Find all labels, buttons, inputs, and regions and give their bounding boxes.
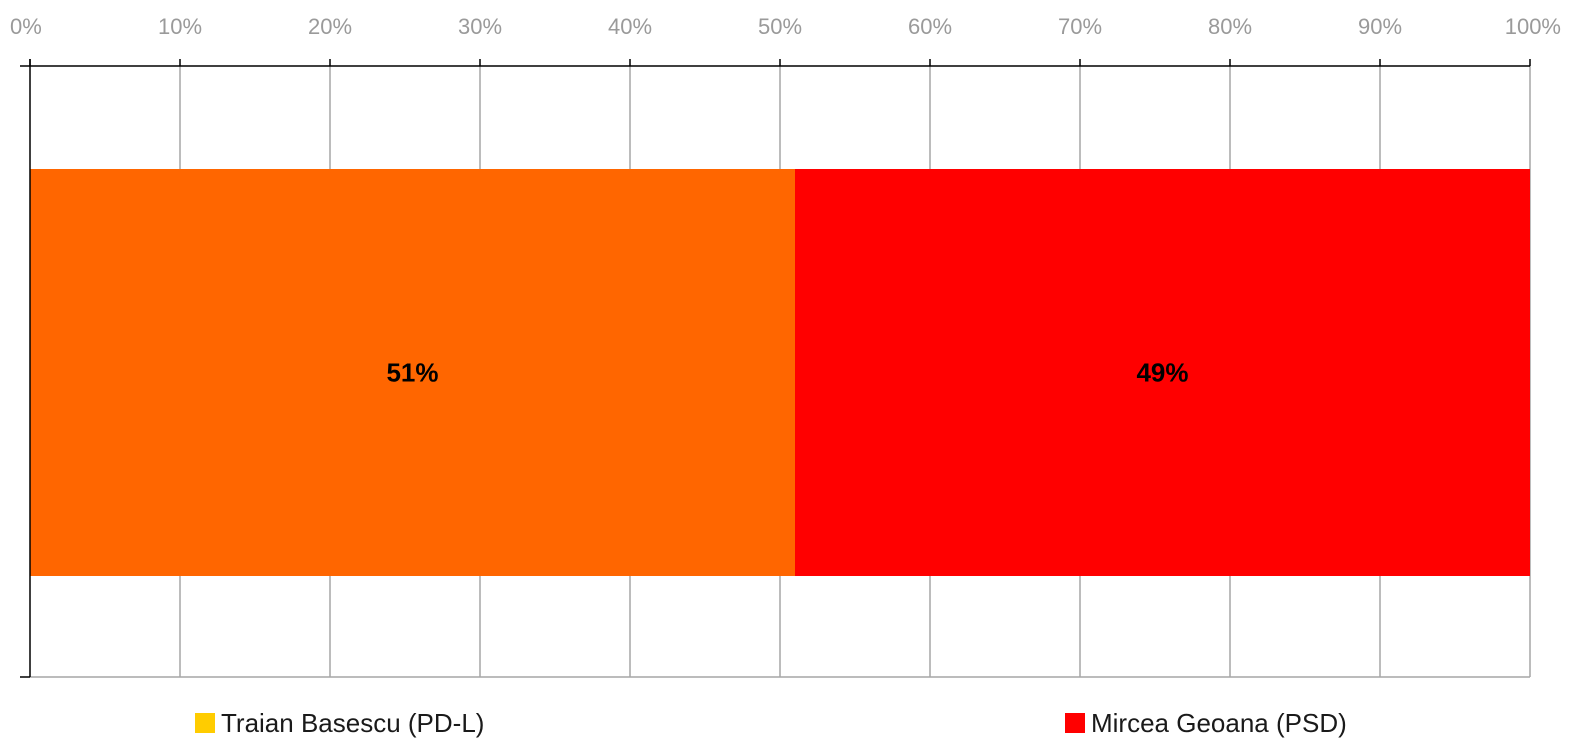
data-label: 51% xyxy=(386,358,438,388)
x-tick-label: 80% xyxy=(1208,14,1252,39)
legend: Traian Basescu (PD-L) Mircea Geoana (PSD) xyxy=(195,708,1347,738)
x-tick-label: 50% xyxy=(758,14,802,39)
x-tick-label: 60% xyxy=(908,14,952,39)
legend-label: Mircea Geoana (PSD) xyxy=(1091,708,1347,738)
x-tick-label: 70% xyxy=(1058,14,1102,39)
bars xyxy=(30,169,1530,576)
legend-swatch xyxy=(195,713,215,733)
x-tick-label: 30% xyxy=(458,14,502,39)
x-tick-labels: 0% 10% 20% 30% 40% 50% 60% 70% 80% 90% 100% xyxy=(10,14,1561,39)
x-tick-label: 0% xyxy=(10,14,42,39)
data-labels: 51% 49% xyxy=(386,358,1188,388)
x-tick-label: 20% xyxy=(308,14,352,39)
x-tick-label: 40% xyxy=(608,14,652,39)
axes xyxy=(20,59,1531,678)
bar-segment-1 xyxy=(30,169,795,576)
data-label: 49% xyxy=(1136,358,1188,388)
x-tick-label: 10% xyxy=(158,14,202,39)
x-tick-label: 90% xyxy=(1358,14,1402,39)
bar-segment-2 xyxy=(795,169,1530,576)
x-tick-label: 100% xyxy=(1505,14,1561,39)
legend-swatch xyxy=(1065,713,1085,733)
legend-label: Traian Basescu (PD-L) xyxy=(221,708,484,738)
